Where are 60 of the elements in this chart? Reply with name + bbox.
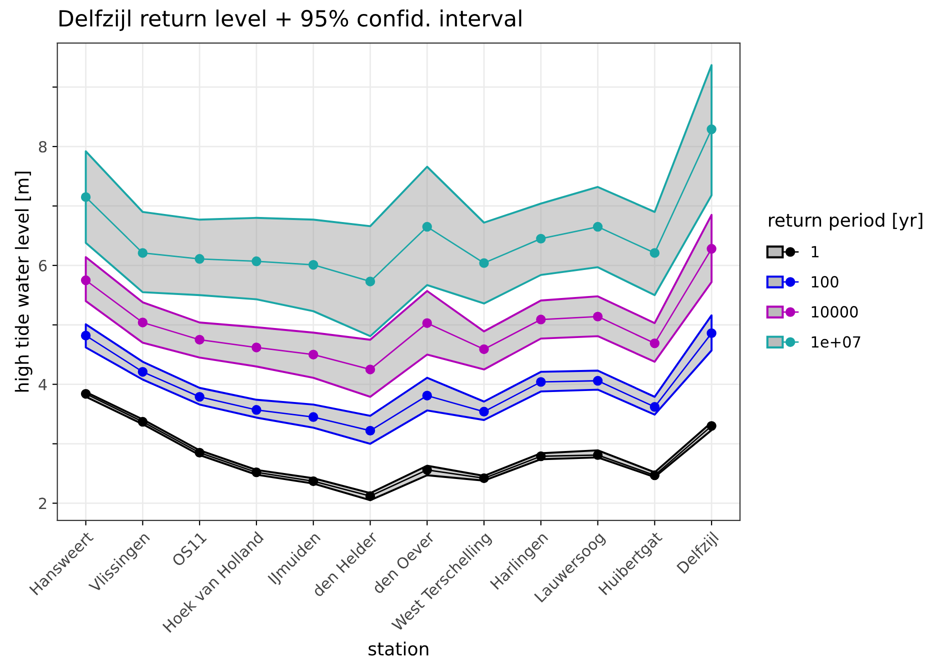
legend-label: 1e+07 (812, 336, 860, 348)
point (138, 416, 148, 427)
point (536, 377, 546, 387)
legend-title: return period [yr] (769, 212, 922, 230)
point (592, 312, 603, 322)
point (252, 405, 262, 415)
point (706, 328, 716, 338)
point (422, 318, 432, 328)
point (706, 421, 716, 431)
y-tick-label: 6 (38, 260, 47, 272)
point (479, 473, 489, 484)
point (592, 450, 603, 460)
legend-label: 10000 (812, 306, 858, 318)
point (138, 366, 148, 377)
point (365, 491, 376, 501)
point (194, 392, 204, 402)
point (479, 258, 489, 268)
point (592, 376, 603, 386)
point (592, 222, 603, 232)
point (80, 388, 91, 399)
point (138, 318, 148, 328)
point (536, 234, 546, 244)
point (422, 390, 432, 400)
point (138, 248, 148, 258)
point (194, 254, 204, 264)
point (252, 256, 262, 266)
legend-label: 1 (812, 246, 818, 258)
point (80, 192, 91, 202)
point (536, 451, 546, 462)
point (365, 276, 376, 286)
y-tick-label: 8 (38, 141, 47, 153)
point (252, 467, 262, 478)
point (194, 334, 204, 345)
point (706, 124, 716, 134)
point (80, 275, 91, 286)
point (308, 350, 318, 360)
point (706, 244, 716, 254)
chart-title: Delfzijl return level + 95% confid. interval (60, 10, 522, 32)
point (365, 426, 376, 436)
legend-label: 100 (812, 276, 838, 288)
point (308, 260, 318, 270)
x-axis-title: station (368, 642, 428, 656)
point (650, 470, 660, 480)
y-tick-label: 4 (38, 378, 47, 390)
point (650, 248, 660, 258)
point (650, 402, 660, 412)
point (365, 364, 376, 374)
point (308, 412, 318, 422)
point (536, 314, 546, 324)
point (308, 476, 318, 486)
point (252, 342, 262, 352)
point (422, 222, 432, 232)
point (422, 465, 432, 475)
y-axis-title: high tide water level [m] (14, 172, 32, 392)
point (80, 330, 91, 340)
point (650, 338, 660, 348)
y-tick-label: 2 (39, 498, 46, 510)
point (479, 344, 489, 354)
point (194, 448, 204, 458)
point (479, 406, 489, 417)
